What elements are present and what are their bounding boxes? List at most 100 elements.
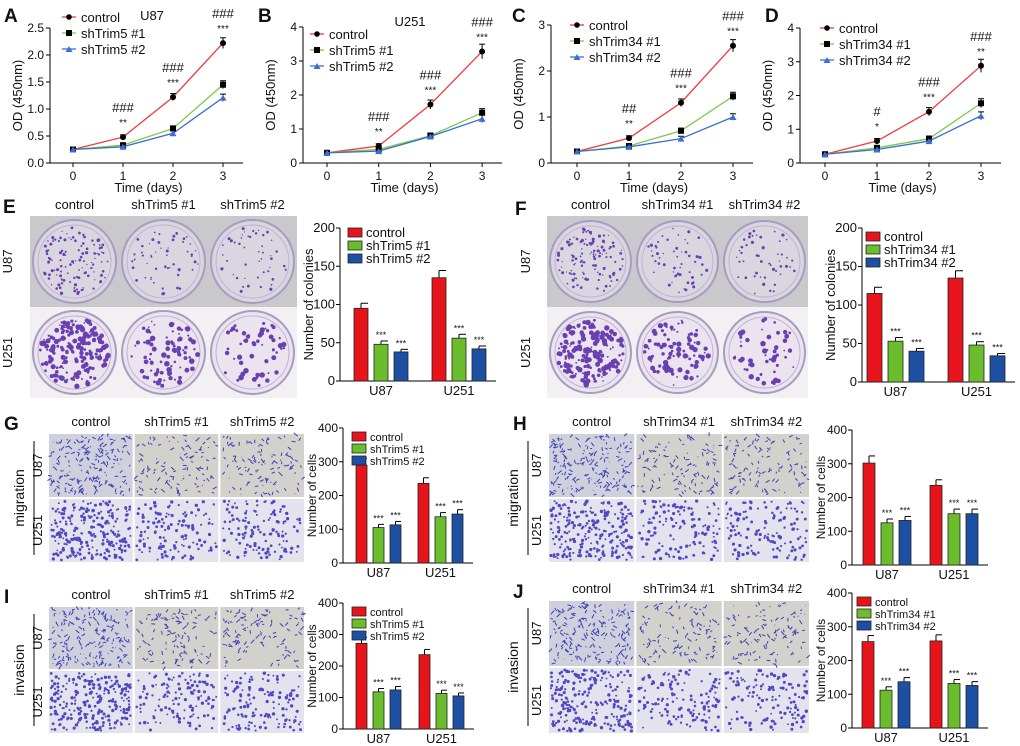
colony (740, 329, 746, 335)
cell (269, 611, 271, 614)
colony (786, 256, 788, 259)
colony (573, 263, 576, 266)
cell (565, 531, 569, 535)
cell (177, 687, 182, 691)
colony (675, 246, 679, 250)
cell (154, 674, 158, 678)
cell (271, 712, 276, 716)
bar-U87-1 (887, 340, 904, 383)
cell (261, 613, 265, 617)
cell (238, 699, 242, 703)
cell (736, 632, 741, 635)
colony (688, 271, 691, 274)
cell (164, 479, 169, 485)
cell (711, 654, 715, 659)
cell (711, 618, 716, 623)
cell (197, 716, 200, 719)
cell (66, 718, 69, 721)
cell (126, 450, 131, 456)
colony (573, 374, 577, 378)
cell (118, 658, 122, 663)
cell (57, 492, 60, 496)
colony (774, 347, 778, 351)
cell (270, 513, 273, 516)
cell (257, 528, 260, 531)
cell (52, 450, 55, 454)
cell (573, 627, 576, 632)
cell (72, 553, 75, 557)
cell (70, 487, 74, 492)
cell (237, 647, 242, 652)
colony (50, 347, 53, 350)
cell (97, 523, 101, 526)
cell (554, 631, 557, 634)
cell (587, 519, 591, 523)
cell (89, 502, 92, 505)
colony (590, 322, 595, 326)
cell (265, 479, 268, 484)
cell (299, 625, 305, 631)
colony (748, 374, 754, 380)
cell (92, 436, 96, 440)
micrograph-U251-2 (208, 307, 297, 398)
cell (739, 534, 742, 537)
colony (672, 271, 675, 273)
colony (580, 378, 585, 383)
colony (184, 326, 191, 332)
cell (590, 528, 593, 531)
side-label: migration (505, 469, 521, 527)
cell (749, 507, 753, 510)
colony (612, 244, 615, 248)
cell (712, 458, 717, 461)
colony (567, 352, 572, 357)
cell (706, 653, 710, 656)
significance-stars: *** (396, 338, 407, 348)
cell (754, 445, 758, 450)
colony (44, 343, 50, 349)
cell (734, 448, 737, 453)
cell (602, 529, 606, 533)
cell (126, 510, 128, 513)
data-point (479, 48, 486, 55)
cell (764, 505, 768, 509)
cell (194, 616, 198, 619)
cell (198, 680, 202, 684)
colony (85, 381, 91, 387)
cell (772, 535, 775, 538)
cell (230, 680, 234, 683)
colony (577, 359, 580, 362)
cell (273, 513, 277, 517)
cell (87, 508, 90, 512)
colony (158, 233, 161, 236)
colony (775, 363, 779, 367)
y-tick-label: 400 (827, 423, 847, 437)
x-tick-label: 1 (874, 169, 881, 183)
colony (685, 354, 689, 358)
cell (693, 658, 698, 663)
cell (625, 655, 628, 659)
colony (685, 369, 690, 375)
colony (592, 349, 598, 355)
cell (175, 635, 177, 639)
cell (712, 645, 716, 650)
cell (687, 434, 692, 439)
cell (619, 525, 623, 529)
cell (74, 683, 78, 687)
cell (106, 532, 109, 536)
cell (747, 453, 751, 457)
colony (225, 330, 231, 335)
cell (569, 640, 573, 645)
cell (99, 553, 103, 557)
colony (131, 260, 134, 263)
cell (260, 458, 264, 463)
colony (593, 318, 596, 322)
colony (80, 378, 83, 381)
cell (640, 628, 643, 633)
colony (187, 334, 190, 337)
colony (584, 277, 588, 281)
cell (189, 659, 194, 664)
colony (59, 264, 63, 268)
cell (568, 473, 572, 476)
colony (100, 246, 103, 249)
